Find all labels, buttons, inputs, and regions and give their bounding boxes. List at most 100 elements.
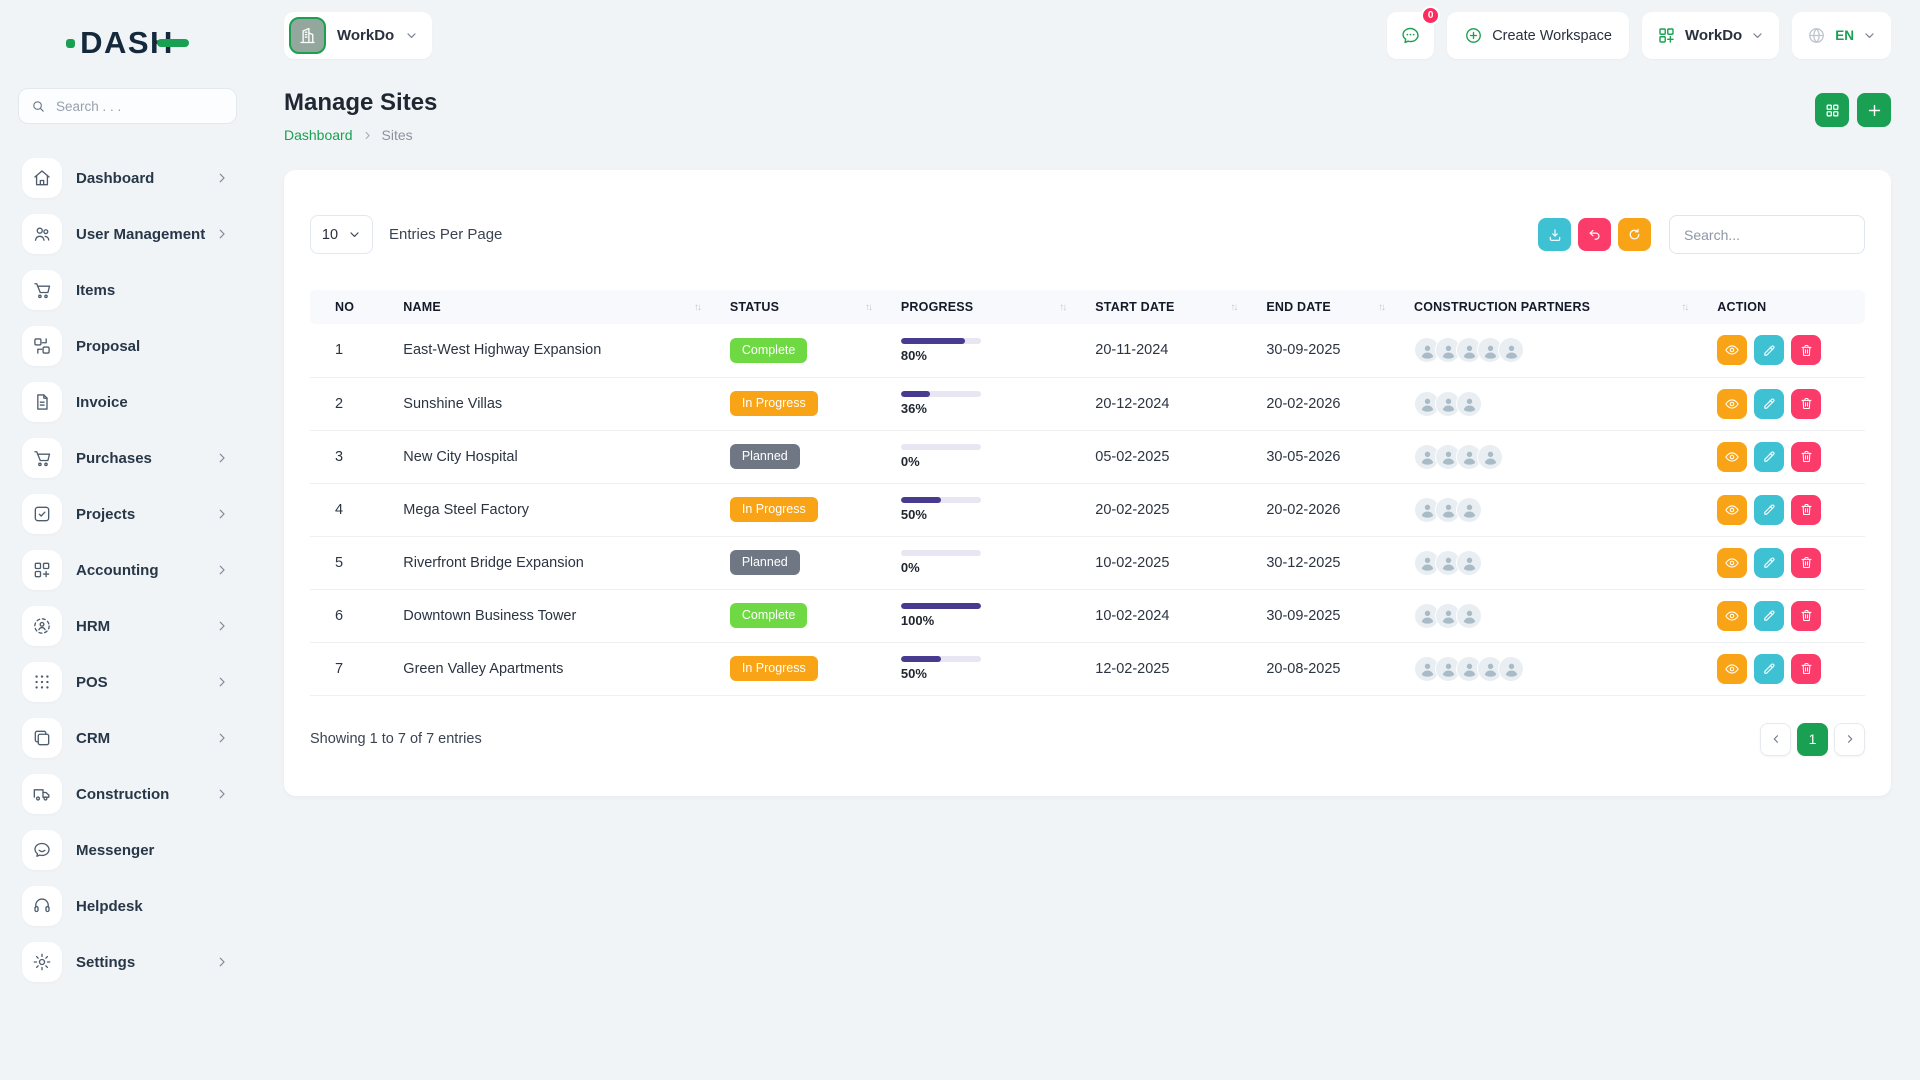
cart-icon xyxy=(22,270,62,310)
sidebar-item-label: Construction xyxy=(76,785,170,803)
delete-button[interactable] xyxy=(1791,600,1822,631)
chevron-right-icon xyxy=(215,619,229,633)
cell-partners xyxy=(1414,483,1718,537)
cell-no: 4 xyxy=(310,483,404,537)
sidebar-item-dashboard[interactable]: Dashboard xyxy=(22,158,229,198)
progress-label: 100% xyxy=(900,613,935,628)
main-content: WorkDo 0 Create Workspace WorkDo xyxy=(255,0,1920,1080)
chat-icon xyxy=(22,830,62,870)
column-header-status[interactable]: STATUS ↑↓ xyxy=(729,290,901,324)
column-header-start-date[interactable]: START DATE ↑↓ xyxy=(1095,290,1267,324)
download-icon xyxy=(1547,227,1563,243)
breadcrumb-dashboard-link[interactable]: Dashboard xyxy=(284,127,353,143)
refresh-button[interactable] xyxy=(1618,218,1651,251)
delete-button[interactable] xyxy=(1791,547,1822,578)
delete-button[interactable] xyxy=(1791,441,1822,472)
cell-name: East-West Highway Expansion xyxy=(403,324,730,378)
sidebar-item-settings[interactable]: Settings xyxy=(22,942,229,982)
eye-icon xyxy=(1724,608,1740,624)
view-button[interactable] xyxy=(1717,441,1748,472)
edit-button[interactable] xyxy=(1754,653,1785,684)
sidebar-item-purchases[interactable]: Purchases xyxy=(22,438,229,478)
column-header-action: ACTION xyxy=(1717,290,1865,324)
table-row: 3 New City Hospital Planned 0% 05-02-2025 30-… xyxy=(310,430,1865,484)
progress-label: 0% xyxy=(900,454,920,469)
edit-button[interactable] xyxy=(1754,441,1785,472)
cell-no: 1 xyxy=(310,324,404,378)
app-switcher-button[interactable]: WorkDo xyxy=(1642,12,1780,59)
refresh-icon xyxy=(1627,227,1642,242)
view-button[interactable] xyxy=(1717,547,1748,578)
eye-icon xyxy=(1724,661,1740,677)
cart-icon xyxy=(22,438,62,478)
sidebar-item-helpdesk[interactable]: Helpdesk xyxy=(22,886,229,926)
cell-end-date: 20-02-2026 xyxy=(1266,377,1415,431)
sidebar-item-items[interactable]: Items xyxy=(22,270,229,310)
delete-button[interactable] xyxy=(1791,388,1822,419)
delete-button[interactable] xyxy=(1791,494,1822,525)
sidebar-item-crm[interactable]: CRM xyxy=(22,718,229,758)
edit-button[interactable] xyxy=(1754,547,1785,578)
cell-end-date: 30-12-2025 xyxy=(1266,536,1415,590)
headset-icon xyxy=(22,886,62,926)
table-footer: Showing 1 to 7 of 7 entries 1 xyxy=(310,722,1865,756)
messages-button[interactable]: 0 xyxy=(1387,6,1441,59)
eye-icon xyxy=(1724,396,1740,412)
cell-start-date: 10-02-2024 xyxy=(1095,589,1267,643)
workspace-selector[interactable]: WorkDo xyxy=(284,12,433,59)
sidebar-item-user-management[interactable]: User Management xyxy=(22,214,229,254)
sidebar-item-accounting[interactable]: Accounting xyxy=(22,550,229,590)
cell-progress: 50% xyxy=(900,642,1096,696)
view-button[interactable] xyxy=(1717,494,1748,525)
avatar xyxy=(1456,549,1483,576)
cell-name: Mega Steel Factory xyxy=(403,483,730,537)
chevron-down-icon xyxy=(1863,29,1876,42)
add-site-button[interactable] xyxy=(1857,93,1891,127)
column-header-construction-partners[interactable]: CONSTRUCTION PARTNERS ↑↓ xyxy=(1414,290,1718,324)
sidebar-item-projects[interactable]: Projects xyxy=(22,494,229,534)
export-button[interactable] xyxy=(1538,218,1571,251)
sidebar-search-input[interactable] xyxy=(54,97,224,115)
delete-button[interactable] xyxy=(1791,653,1822,684)
sidebar-item-pos[interactable]: POS xyxy=(22,662,229,702)
cell-partners xyxy=(1414,324,1718,378)
sidebar-item-construction[interactable]: Construction xyxy=(22,774,229,814)
sidebar-item-invoice[interactable]: Invoice xyxy=(22,382,229,422)
table-search-input[interactable] xyxy=(1669,215,1865,254)
view-button[interactable] xyxy=(1717,335,1748,366)
column-header-end-date[interactable]: END DATE ↑↓ xyxy=(1266,290,1415,324)
view-button[interactable] xyxy=(1717,653,1748,684)
progress-bar xyxy=(900,603,981,609)
transfer-icon xyxy=(22,326,62,366)
edit-button[interactable] xyxy=(1754,388,1785,419)
messages-badge: 0 xyxy=(1421,6,1441,25)
sidebar-item-messenger[interactable]: Messenger xyxy=(22,830,229,870)
view-button[interactable] xyxy=(1717,600,1748,631)
previous-page-button[interactable] xyxy=(1760,722,1791,756)
avatar xyxy=(1435,337,1462,364)
sidebar-item-hrm[interactable]: HRM xyxy=(22,606,229,646)
cell-partners xyxy=(1414,642,1718,696)
edit-button[interactable] xyxy=(1754,600,1785,631)
sort-icon: ↑↓ xyxy=(1378,301,1386,313)
next-page-button[interactable] xyxy=(1834,722,1865,756)
avatar xyxy=(1414,390,1441,417)
view-button[interactable] xyxy=(1717,388,1748,419)
page-title: Manage Sites xyxy=(284,89,438,116)
pencil-icon xyxy=(1762,343,1777,358)
entries-per-page-select[interactable]: 10 xyxy=(310,215,373,254)
edit-button[interactable] xyxy=(1754,494,1785,525)
create-workspace-button[interactable]: Create Workspace xyxy=(1447,12,1629,59)
page-1-button[interactable]: 1 xyxy=(1797,722,1828,756)
language-selector[interactable]: EN xyxy=(1792,12,1891,59)
grid-icon xyxy=(1824,102,1841,119)
column-header-name[interactable]: NAME ↑↓ xyxy=(403,290,730,324)
column-header-progress[interactable]: PROGRESS ↑↓ xyxy=(900,290,1096,324)
grid-view-button[interactable] xyxy=(1815,93,1849,127)
sidebar-item-proposal[interactable]: Proposal xyxy=(22,326,229,366)
trash-icon xyxy=(1799,661,1814,676)
reset-button[interactable] xyxy=(1578,218,1611,251)
edit-button[interactable] xyxy=(1754,335,1785,366)
delete-button[interactable] xyxy=(1791,335,1822,366)
